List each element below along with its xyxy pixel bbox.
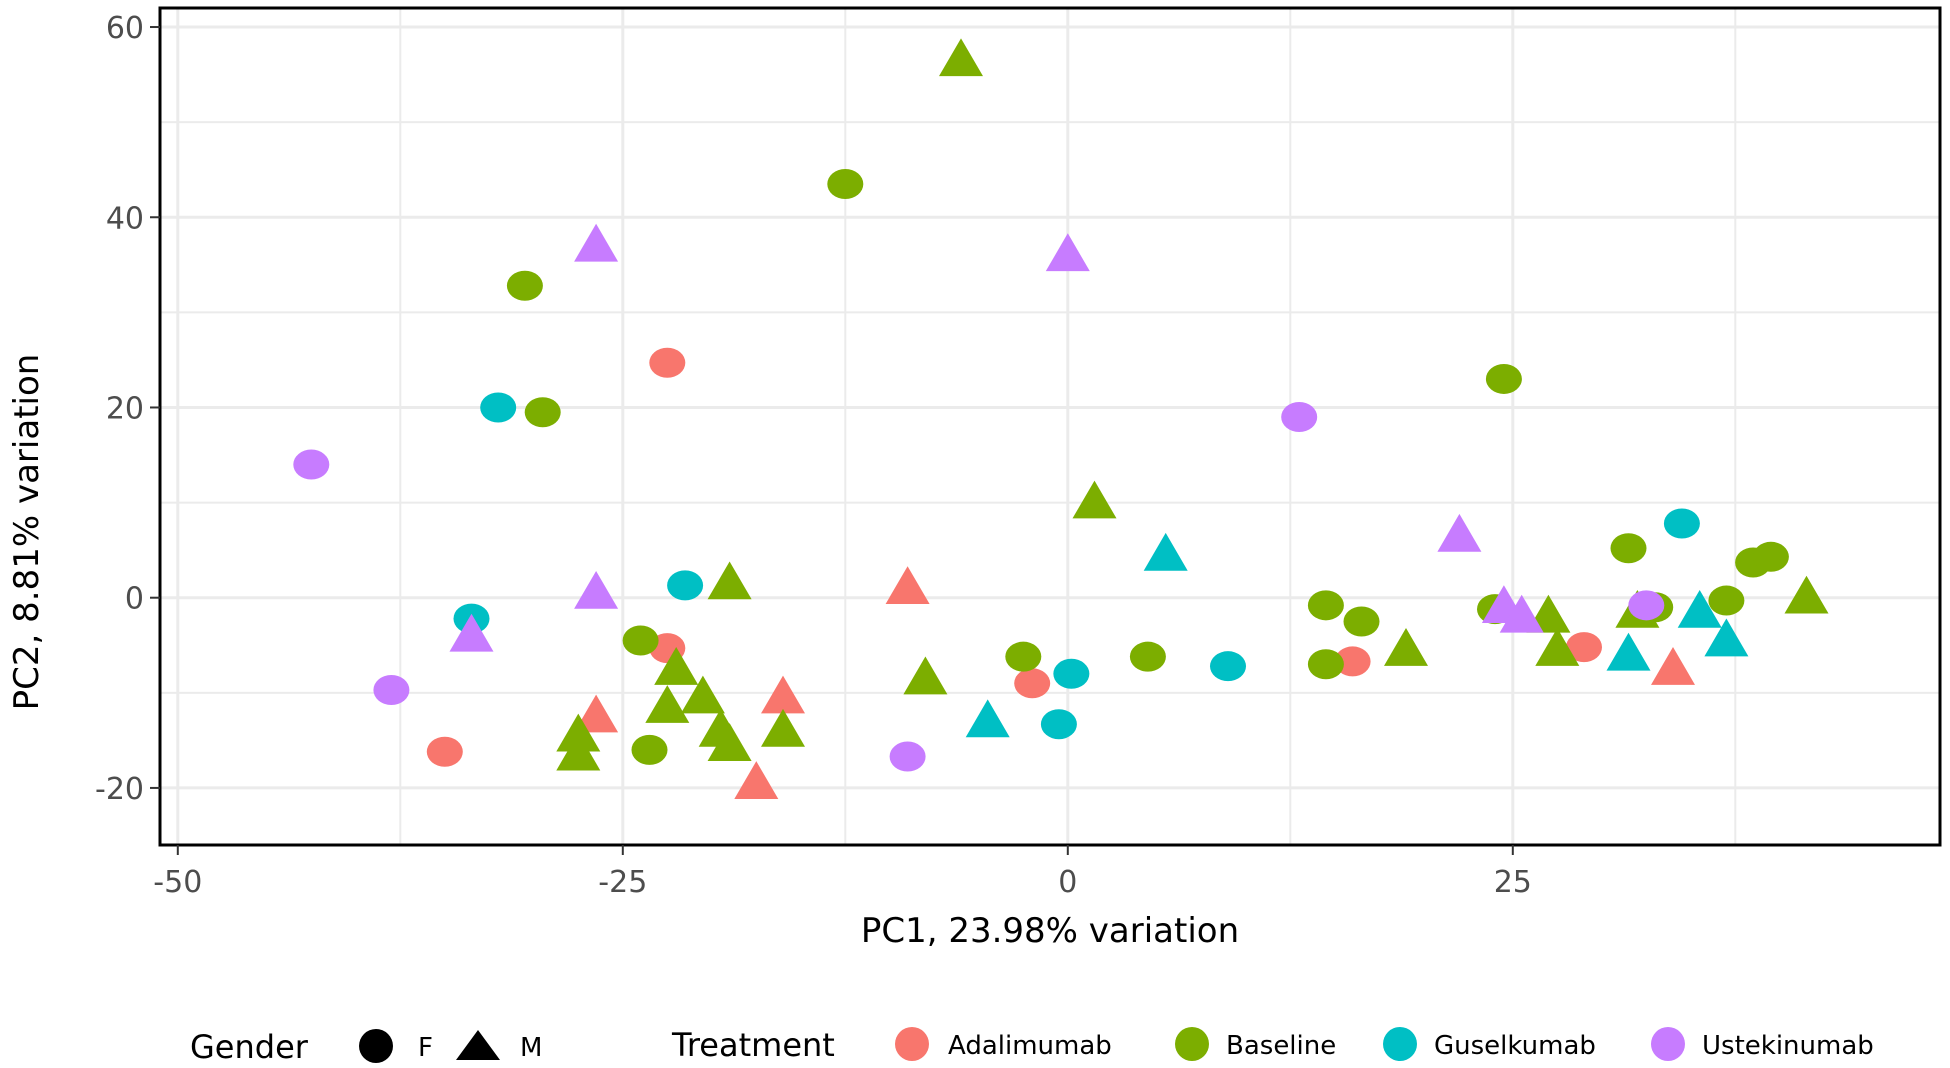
baseline-point-m [1784, 575, 1829, 614]
baseline-point-f [524, 397, 561, 428]
guselkumab-point-f [667, 570, 704, 601]
legend-ustekinumab-label: Ustekinumab [1702, 1031, 1874, 1061]
baseline-point-m [556, 732, 601, 771]
ustekinumab-point-m [1437, 513, 1482, 552]
baseline-point-f [1752, 541, 1789, 572]
baseline-point-f [1485, 363, 1522, 394]
baseline-point-f [631, 734, 668, 765]
x-tick-label: -50 [153, 865, 202, 900]
ustekinumab-point-f [1628, 590, 1665, 621]
baseline-point-f [827, 168, 864, 199]
legend-ustekinumab-swatch [1651, 1027, 1685, 1061]
legend-adalimumab-label: Adalimumab [948, 1031, 1112, 1061]
y-tick-label: 20 [106, 391, 144, 426]
x-tick-label: 0 [1058, 865, 1077, 900]
baseline-point-m [680, 675, 725, 714]
ustekinumab-point-f [293, 449, 330, 480]
legend-baseline-swatch [1175, 1027, 1209, 1061]
legend: Gender F M Treatment Adalimumab Baseline… [190, 1026, 1874, 1066]
baseline-point-m [556, 713, 601, 752]
baseline-point-f [1343, 606, 1380, 637]
baseline-point-m [1384, 628, 1428, 666]
y-tick-label: -20 [95, 772, 144, 807]
legend-gender-f-label: F [418, 1033, 433, 1063]
guselkumab-point-m [965, 699, 1010, 738]
x-tick-label: 25 [1494, 865, 1532, 900]
baseline-point-f [622, 625, 659, 656]
ustekinumab-point-f [1281, 401, 1318, 432]
baseline-point-f [1307, 590, 1344, 621]
legend-circle-icon [359, 1029, 393, 1063]
ustekinumab-point-m [1045, 233, 1090, 272]
adalimumab-point-m [885, 566, 930, 605]
y-tick-label: 60 [106, 11, 144, 46]
baseline-point-m [1535, 628, 1580, 666]
baseline-point-f [506, 270, 543, 301]
baseline-point-m [761, 708, 805, 747]
adalimumab-point-f [1014, 668, 1051, 699]
adalimumab-point-f [426, 736, 463, 767]
baseline-point-m [645, 685, 690, 723]
y-tick-label: 0 [125, 582, 144, 617]
guselkumab-point-m [1677, 589, 1722, 628]
ustekinumab-point-m [449, 613, 494, 652]
guselkumab-point-f [1040, 709, 1077, 740]
legend-guselkumab-label: Guselkumab [1434, 1031, 1596, 1061]
axis-ticks: -50 -25 0 25 -20 0 20 40 60 [95, 11, 1532, 900]
baseline-point-m [707, 561, 752, 600]
legend-baseline-label: Baseline [1226, 1031, 1336, 1061]
adalimumab-point-m [761, 675, 805, 714]
ustekinumab-point-m [574, 570, 619, 609]
baseline-point-f [1708, 585, 1745, 616]
y-axis-title: PC2, 8.81% variation [7, 354, 47, 711]
baseline-point-f [1129, 641, 1166, 672]
legend-triangle-icon [456, 1030, 500, 1060]
guselkumab-point-f [480, 392, 517, 423]
legend-adalimumab-swatch [895, 1027, 929, 1061]
legend-gender-m-label: M [520, 1033, 542, 1063]
adalimumab-point-f [1566, 632, 1602, 663]
guselkumab-point-f [1210, 651, 1246, 682]
legend-gender-title: Gender [190, 1028, 309, 1066]
y-tick-label: 40 [106, 201, 144, 236]
grid [160, 8, 1940, 845]
baseline-point-m [903, 656, 948, 695]
x-axis-title: PC1, 23.98% variation [861, 911, 1239, 951]
guselkumab-point-m [1143, 532, 1188, 571]
adalimumab-point-m [734, 761, 779, 800]
baseline-point-m [939, 38, 983, 77]
baseline-point-m [654, 647, 699, 685]
legend-guselkumab-swatch [1383, 1027, 1417, 1061]
guselkumab-point-f [1053, 658, 1090, 689]
baseline-point-m [707, 723, 752, 761]
baseline-point-f [1610, 533, 1647, 564]
guselkumab-point-m [1606, 632, 1651, 671]
x-tick-label: -25 [598, 865, 647, 900]
baseline-point-f [1005, 641, 1042, 672]
ustekinumab-point-m [1499, 594, 1544, 633]
ustekinumab-point-f [373, 674, 410, 705]
adalimumab-point-m [1651, 647, 1695, 685]
plot-panel-border [158, 6, 1942, 847]
ustekinumab-point-f [889, 741, 926, 772]
adalimumab-point-f [649, 347, 686, 378]
baseline-point-m [1072, 480, 1117, 519]
data-points [293, 38, 1829, 800]
ustekinumab-point-m [574, 223, 619, 262]
legend-treatment-title: Treatment [671, 1026, 835, 1064]
baseline-point-f [1307, 649, 1344, 680]
guselkumab-point-f [1663, 508, 1700, 539]
adalimumab-point-m [574, 694, 619, 733]
guselkumab-point-m [1704, 618, 1749, 657]
adalimumab-point-f [1334, 646, 1371, 677]
